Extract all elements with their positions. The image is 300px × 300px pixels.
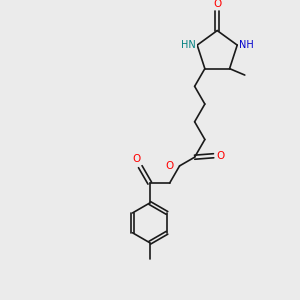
Text: HN: HN bbox=[181, 40, 196, 50]
Text: O: O bbox=[165, 161, 173, 171]
Text: NH: NH bbox=[239, 40, 254, 50]
Text: O: O bbox=[217, 151, 225, 161]
Text: O: O bbox=[133, 154, 141, 164]
Text: O: O bbox=[213, 0, 221, 9]
